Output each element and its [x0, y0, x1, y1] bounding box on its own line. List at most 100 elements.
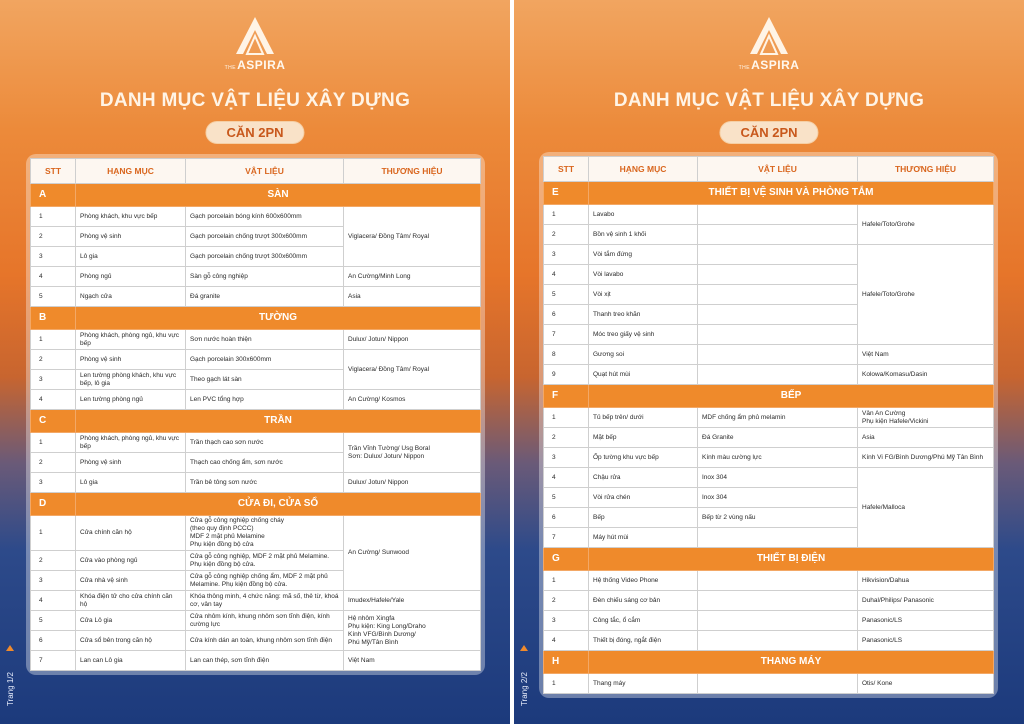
brand-cell: An Cường/Minh Long [343, 266, 481, 287]
brand-cell: Kolowa/Komasu/Dasin [857, 364, 994, 385]
brand-cell: Panasonic/LS [857, 630, 994, 651]
item-cell: Khóa điện tử cho cửa chính căn hộ [75, 590, 186, 611]
material-cell [697, 630, 858, 651]
header-cell: HẠNG MỤC [75, 158, 186, 184]
table-row: 5 Vòi rửa chén Inox 304 [543, 487, 994, 508]
material-cell: Cửa kính dán an toàn, khung nhôm sơn tĩn… [185, 630, 344, 651]
logo: THEASPIRA [0, 14, 510, 72]
brand-cell: An Cường/ Sunwood [343, 515, 481, 591]
table-row: 4 Phòng ngủ Sàn gỗ công nghiệp An Cường/Min… [30, 266, 481, 287]
brand-cell: Hafele/Toto/Grohe [857, 204, 994, 245]
stt-cell: 5 [30, 286, 76, 307]
table-row: 3 Ốp tường khu vực bếp Kính màu cường lực K… [543, 447, 994, 468]
material-cell: Gạch porcelain 300x600mm [185, 349, 344, 370]
header-cell: THƯƠNG HIỆU [857, 156, 994, 182]
table-row: 6 Cửa sổ bên trong căn hộ Cửa kính dán an … [30, 630, 481, 651]
item-cell: Máy hút mùi [588, 527, 698, 548]
item-cell: Lô gia [75, 246, 186, 267]
section-code: H [543, 650, 589, 674]
table-row: 4 Chậu rửa Inox 304 Hafele/Malloca [543, 467, 994, 548]
table-row: 3 Cửa nhà vệ sinh Cửa gỗ công nghiệp chống… [30, 570, 481, 591]
stt-cell: 1 [30, 432, 76, 453]
header-row: STT HẠNG MỤC VẬT LIỆU THƯƠNG HIỆU [543, 156, 994, 182]
section-name: SÀN [75, 183, 481, 207]
stt-cell: 7 [30, 650, 76, 671]
material-cell: Bếp từ 2 vùng nấu [697, 507, 858, 528]
table-row: 3 Vòi tắm đứng Hafele/Toto/Grohe [543, 244, 994, 345]
item-cell: Vòi xịt [588, 284, 698, 305]
stt-cell: 1 [543, 673, 589, 694]
material-cell: Trần bê tông sơn nước [185, 472, 344, 493]
section-code: G [543, 547, 589, 571]
logo-prefix: THE [224, 65, 237, 71]
item-cell: Gương soi [588, 344, 698, 365]
item-cell: Tủ bếp trên/ dưới [588, 407, 698, 428]
material-cell [697, 244, 858, 265]
page: THEASPIRA DANH MỤC VẬT LIỆU XÂY DỰNG CĂN 2… [0, 0, 510, 724]
material-cell [697, 527, 858, 548]
logo-prefix: THE [738, 65, 751, 71]
item-cell: Phòng khách, phòng ngủ, khu vực bếp [75, 432, 186, 453]
header-row: STT HẠNG MỤC VẬT LIỆU THƯƠNG HIỆU [30, 158, 481, 184]
table-row: 1 Hệ thống Video Phone Hikvision/Dahua [543, 570, 994, 591]
section-code: B [30, 306, 76, 330]
material-cell: Theo gạch lát sàn [185, 369, 344, 390]
section-name: TRẦN [75, 409, 481, 433]
logo-text: THEASPIRA [514, 58, 1024, 72]
section-code: D [30, 492, 76, 516]
brand-cell: Dulux/ Jotun/ Nippon [343, 329, 481, 350]
page-marker [520, 645, 528, 651]
material-cell: Kính màu cường lực [697, 447, 858, 468]
section-name: BẾP [588, 384, 994, 408]
material-cell: Trần thạch cao sơn nước [185, 432, 344, 453]
material-cell [697, 590, 858, 611]
table-row: 5 Cửa Lô gia Cửa nhôm kính, khung nhôm sơn… [30, 610, 481, 651]
section-code: A [30, 183, 76, 207]
material-cell [697, 224, 858, 245]
material-cell: Inox 304 [697, 467, 858, 488]
stt-cell: 3 [30, 246, 76, 267]
material-cell [697, 204, 858, 225]
item-cell: Cửa sổ bên trong căn hộ [75, 630, 186, 651]
stt-cell: 1 [543, 204, 589, 225]
material-cell: Thạch cao chống ẩm, sơn nước [185, 452, 344, 473]
material-cell [697, 304, 858, 325]
material-cell: Gạch porcelain bóng kính 600x600mm [185, 206, 344, 227]
material-cell: Cửa gỗ công nghiệp chống cháy (theo quy … [185, 515, 344, 551]
stt-cell: 1 [543, 570, 589, 591]
stt-cell: 5 [30, 610, 76, 631]
item-cell: Phòng khách, khu vực bếp [75, 206, 186, 227]
brand-cell: An Cường/ Kosmos [343, 389, 481, 410]
stt-cell: 6 [543, 507, 589, 528]
stt-cell: 9 [543, 364, 589, 385]
table-row: 2 Mặt bếp Đá Granite Asia [543, 427, 994, 448]
section-row: A SÀN [30, 183, 481, 207]
material-cell: Sơn nước hoàn thiện [185, 329, 344, 350]
logo-mark [750, 17, 788, 55]
material-cell [697, 673, 858, 694]
brand-cell: Việt Nam [343, 650, 481, 671]
table-row: 1 Tủ bếp trên/ dưới MDF chống ẩm phủ melam… [543, 407, 994, 428]
material-cell [697, 344, 858, 365]
item-cell: Phòng ngủ [75, 266, 186, 287]
header-cell: STT [543, 156, 589, 182]
material-cell: Cửa gỗ công nghiệp chống ẩm, MDF 2 mặt p… [185, 570, 344, 591]
item-cell: Bếp [588, 507, 698, 528]
brand-cell: Hafele/Toto/Grohe [857, 244, 994, 345]
stt-cell: 6 [543, 304, 589, 325]
material-cell: Gạch porcelain chống trượt 300x600mm [185, 246, 344, 267]
item-cell: Chậu rửa [588, 467, 698, 488]
item-cell: Mặt bếp [588, 427, 698, 448]
subtitle: CĂN 2PN [205, 121, 305, 144]
section-name: THANG MÁY [588, 650, 994, 674]
stt-cell: 1 [30, 329, 76, 350]
stt-cell: 5 [543, 284, 589, 305]
item-cell: Lavabo [588, 204, 698, 225]
stt-cell: 3 [543, 447, 589, 468]
item-cell: Lô gia [75, 472, 186, 493]
item-cell: Vòi lavabo [588, 264, 698, 285]
table-row: 4 Len tường phòng ngủ Len PVC tổng hợp An C… [30, 389, 481, 410]
item-cell: Phòng vệ sinh [75, 226, 186, 247]
item-cell: Hệ thống Video Phone [588, 570, 698, 591]
